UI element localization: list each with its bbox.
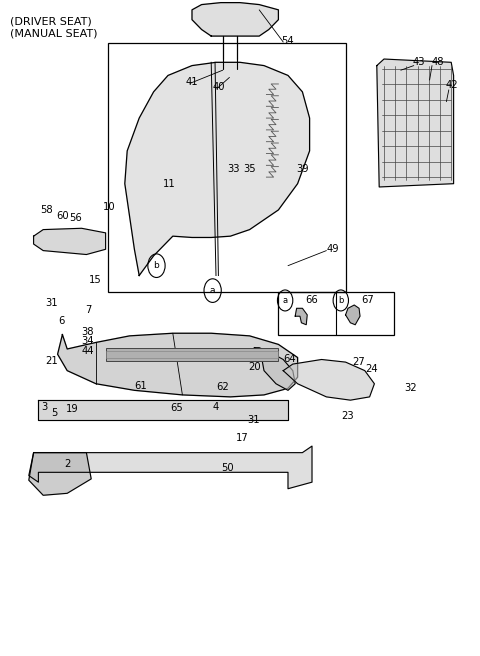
Text: 11: 11 [163, 178, 175, 189]
Text: 10: 10 [103, 201, 116, 212]
Polygon shape [295, 308, 307, 325]
Text: 48: 48 [432, 56, 444, 67]
Text: 21: 21 [46, 356, 58, 366]
Polygon shape [106, 348, 278, 361]
Text: a: a [210, 286, 216, 295]
Text: 58: 58 [40, 205, 53, 215]
Text: 62: 62 [216, 382, 228, 392]
Text: 34: 34 [82, 336, 94, 346]
Text: 50: 50 [221, 462, 233, 473]
Text: 66: 66 [306, 295, 318, 306]
Text: 60: 60 [56, 211, 69, 221]
Text: 40: 40 [213, 82, 225, 92]
Text: 43: 43 [413, 56, 425, 67]
Text: 41: 41 [186, 77, 198, 87]
Text: 31: 31 [247, 415, 260, 425]
Polygon shape [254, 348, 295, 390]
Text: 61: 61 [135, 380, 147, 391]
Text: 4: 4 [213, 401, 219, 412]
Polygon shape [29, 453, 91, 495]
Polygon shape [38, 400, 288, 420]
Text: b: b [338, 296, 344, 305]
Text: 44: 44 [82, 346, 94, 356]
Polygon shape [125, 62, 310, 276]
Text: 27: 27 [353, 357, 365, 367]
Text: 56: 56 [70, 213, 82, 223]
Polygon shape [29, 446, 312, 489]
Polygon shape [192, 3, 278, 36]
Text: 35: 35 [243, 164, 256, 174]
Text: 49: 49 [326, 244, 339, 255]
Text: 67: 67 [361, 295, 373, 306]
Polygon shape [346, 305, 360, 325]
Text: 38: 38 [82, 327, 94, 337]
Text: (DRIVER SEAT): (DRIVER SEAT) [10, 16, 91, 26]
Text: b: b [154, 261, 159, 270]
Polygon shape [283, 359, 374, 400]
Text: 39: 39 [296, 164, 309, 174]
Text: 24: 24 [366, 363, 378, 374]
Polygon shape [377, 59, 454, 187]
Text: 54: 54 [282, 36, 294, 47]
Polygon shape [58, 333, 298, 397]
Text: a: a [283, 296, 288, 305]
Text: (MANUAL SEAT): (MANUAL SEAT) [10, 28, 97, 38]
Text: 23: 23 [341, 411, 354, 421]
Text: 2: 2 [64, 459, 71, 470]
Text: 32: 32 [404, 383, 417, 394]
Text: 19: 19 [66, 403, 78, 414]
Text: 6: 6 [58, 316, 64, 327]
Text: 17: 17 [236, 433, 249, 443]
Text: 3: 3 [41, 401, 48, 412]
Text: 64: 64 [283, 354, 296, 365]
Text: 20: 20 [248, 362, 261, 373]
Text: 65: 65 [170, 403, 183, 413]
Text: 7: 7 [85, 305, 92, 316]
Text: 31: 31 [46, 298, 58, 308]
Polygon shape [34, 228, 106, 255]
Text: 42: 42 [446, 80, 458, 91]
Text: 5: 5 [51, 408, 58, 419]
Text: 15: 15 [89, 275, 101, 285]
Text: 33: 33 [227, 164, 240, 174]
